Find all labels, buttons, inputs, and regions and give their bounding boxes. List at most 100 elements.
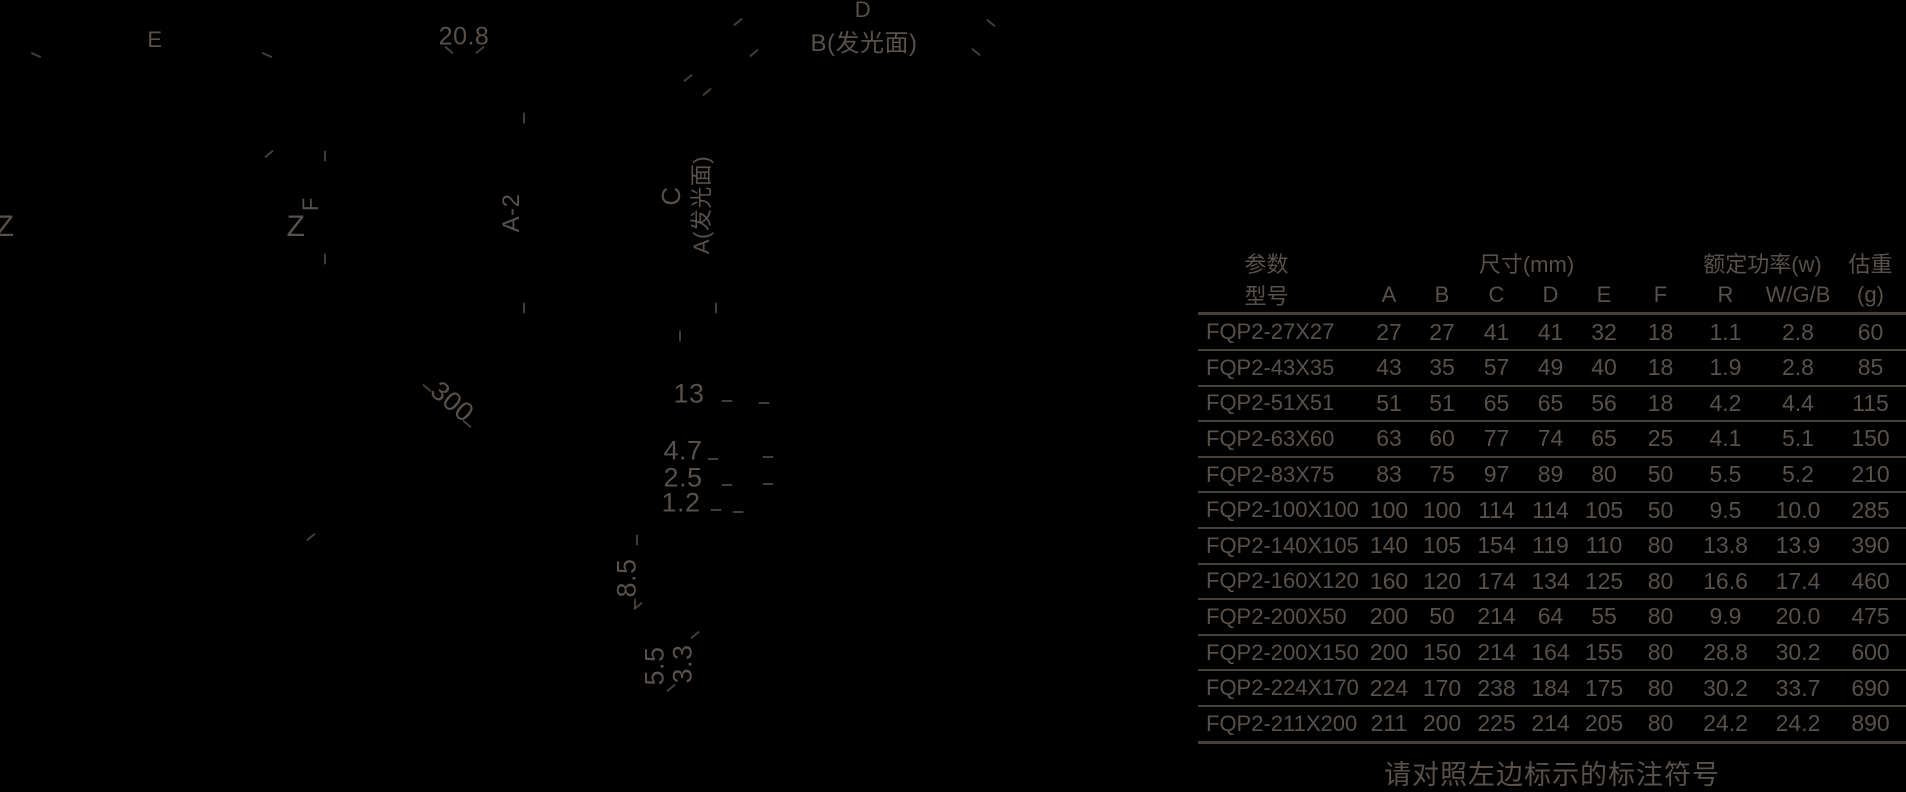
value-cell: 2.8: [1782, 354, 1814, 381]
value-cell: 64: [1537, 603, 1564, 630]
model-cell: FQP2-63X60: [1206, 425, 1335, 451]
dim-tick: [721, 484, 733, 486]
value-cell: 65: [1537, 389, 1564, 416]
value-cell: 224: [1369, 674, 1409, 701]
value-cell: 214: [1477, 639, 1516, 666]
dim-label-c: C: [656, 186, 686, 206]
value-cell: 890: [1851, 710, 1890, 737]
dim-label-2-5: 2.5: [663, 462, 703, 493]
value-cell: 5.5: [1709, 461, 1742, 488]
value-cell: 211: [1370, 710, 1408, 737]
value-cell: 25: [1647, 425, 1674, 452]
value-cell: 214: [1531, 710, 1570, 737]
value-cell: 80: [1647, 567, 1674, 594]
value-cell: 56: [1591, 389, 1617, 416]
dim-tick: [758, 402, 770, 404]
header-col-wgb: W/G/B: [1765, 282, 1831, 307]
dim-label-300: 300: [424, 375, 480, 429]
value-cell: 115: [1852, 389, 1889, 416]
value-cell: 4.2: [1709, 389, 1742, 416]
value-cell: 35: [1429, 354, 1455, 381]
value-cell: 134: [1531, 567, 1570, 594]
table-row: FQP2-211X200 211 200 225 214 205 80 24.2 24.2 890: [1198, 704, 1906, 741]
header-param-label: 参数: [1244, 252, 1289, 277]
table-caption: 请对照左边标示的标注符号: [1384, 759, 1720, 790]
value-cell: 225: [1477, 710, 1516, 737]
value-cell: 16.6: [1703, 567, 1748, 594]
dim-tick: [324, 253, 326, 265]
value-cell: 155: [1584, 639, 1624, 666]
header-col-r: R: [1717, 282, 1734, 307]
value-cell: 210: [1851, 461, 1890, 488]
dim-tick: [715, 302, 717, 314]
dim-label-13: 13: [673, 378, 705, 409]
value-cell: 51: [1429, 389, 1455, 416]
dim-label-5-5: 5.5: [639, 646, 670, 686]
value-cell: 30.2: [1703, 674, 1748, 701]
dim-tick: [732, 511, 744, 513]
value-cell: 1.9: [1709, 354, 1742, 381]
table-row: FQP2-200X150 200 150 214 164 155 80 28.8 30.2 600: [1198, 633, 1906, 670]
header-model-label: 型号: [1244, 284, 1289, 309]
value-cell: 24.2: [1703, 710, 1748, 737]
value-cell: 5.2: [1782, 461, 1814, 488]
value-cell: 41: [1483, 318, 1510, 345]
value-cell: 17.4: [1775, 567, 1821, 594]
value-cell: 20.0: [1775, 603, 1821, 630]
header-rated-power-group: 额定功率(w): [1703, 252, 1822, 277]
header-col-d: D: [1542, 282, 1559, 307]
dim-label-a-face: A(发光面): [689, 155, 714, 255]
value-cell: 100: [1369, 496, 1409, 523]
table-row: FQP2-140X105 140 105 154 119 110 80 13.8 13.9 390: [1198, 526, 1906, 563]
dim-tick: [762, 483, 774, 485]
value-cell: 5.1: [1782, 425, 1814, 452]
dim-tick: [261, 51, 273, 59]
header-col-e: E: [1596, 282, 1612, 307]
value-cell: 51: [1376, 389, 1402, 416]
table-row: FQP2-83X75 83 75 97 89 80 50 5.5 5.2 210: [1198, 455, 1906, 492]
value-cell: 600: [1851, 639, 1890, 666]
value-cell: 114: [1478, 496, 1515, 523]
value-cell: 50: [1647, 496, 1674, 523]
table-row: FQP2-160X120 160 120 174 134 125 80 16.6 17.4 460: [1198, 562, 1906, 599]
dim-tick: [264, 149, 274, 159]
value-cell: 9.5: [1709, 496, 1742, 523]
dim-tick: [306, 532, 316, 542]
value-cell: 10.0: [1775, 496, 1821, 523]
table-row: FQP2-200X50 200 50 214 64 55 80 9.9 20.0 475: [1198, 598, 1906, 634]
dim-label-8-5: 8.5: [611, 558, 642, 598]
table-header: 参数 尺寸(mm) 额定功率(w) 估重 型号 A B C D E F R W/G/B (g): [1198, 248, 1906, 315]
value-cell: 174: [1477, 567, 1516, 594]
dim-tick: [733, 17, 743, 27]
value-cell: 80: [1647, 639, 1674, 666]
dim-tick: [30, 51, 42, 59]
model-cell: FQP2-51X51: [1206, 390, 1335, 416]
dim-label-b-face: B(发光面): [810, 30, 918, 57]
value-cell: 97: [1483, 461, 1510, 488]
value-cell: 4.4: [1782, 389, 1814, 416]
dim-label-f: F: [298, 197, 323, 211]
value-cell: 9.9: [1709, 603, 1742, 630]
table-row: FQP2-63X60 63 60 77 74 65 25 4.1 5.1 150: [1198, 420, 1906, 456]
value-cell: 80: [1647, 532, 1674, 559]
value-cell: 89: [1537, 461, 1564, 488]
table-row: FQP2-27X27 27 27 41 41 32 18 1.1 2.8 60: [1198, 315, 1906, 349]
value-cell: 18: [1647, 389, 1674, 416]
value-cell: 41: [1537, 318, 1564, 345]
value-cell: 40: [1591, 354, 1617, 381]
value-cell: 164: [1531, 639, 1570, 666]
dim-tick: [971, 47, 981, 57]
header-col-f: F: [1653, 282, 1668, 307]
dimension-drawing: E 20.8 D B(发光面) Z Z F A-2 C A(发光面) 300 13 4.7 2.5 1.2 8…: [0, 0, 996, 693]
value-cell: 60: [1857, 318, 1884, 345]
dim-tick: [707, 458, 719, 460]
value-cell: 49: [1537, 354, 1564, 381]
value-cell: 13.8: [1703, 532, 1748, 559]
value-cell: 80: [1647, 710, 1674, 737]
dim-label-20-8: 20.8: [438, 22, 490, 51]
value-cell: 33.7: [1775, 674, 1821, 701]
value-cell: 690: [1851, 674, 1890, 701]
value-cell: 55: [1591, 603, 1617, 630]
dim-tick: [690, 630, 700, 640]
value-cell: 125: [1584, 567, 1624, 594]
